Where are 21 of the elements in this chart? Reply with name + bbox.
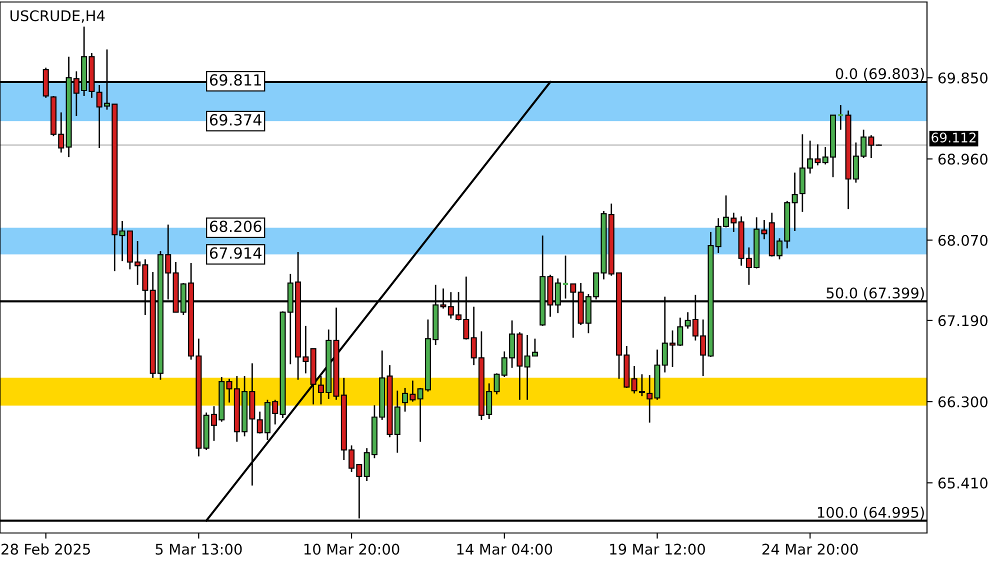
- y-tick-label: 69.850: [938, 72, 988, 84]
- y-tick-label: 65.410: [938, 478, 988, 489]
- annotation: 67.914: [210, 247, 262, 259]
- x-tick-label: 19 Mar 12:00: [610, 544, 705, 555]
- ref-line-label: 0.0 (69.803): [836, 68, 924, 81]
- x-tick-label: 28 Feb 2025: [2, 543, 90, 555]
- y-tick-label: 68.070: [938, 234, 988, 246]
- ref-line-label: 100.0 (64.995): [818, 506, 924, 520]
- y-tick-label: 67.190: [938, 315, 988, 326]
- chart-title: USCRUDE,H4: [10, 10, 105, 23]
- ref-line-label: 50.0 (67.399): [826, 287, 924, 300]
- y-tick-label: 66.300: [938, 396, 988, 408]
- annotation: 69.811: [210, 74, 261, 86]
- y-tick-label: 68.960: [938, 154, 988, 165]
- annotation: 68.206: [210, 220, 262, 232]
- annotation: 69.374: [210, 114, 262, 126]
- x-tick-label: 5 Mar 13:00: [156, 544, 242, 555]
- x-tick-label: 10 Mar 20:00: [304, 544, 400, 555]
- x-tick-label: 24 Mar 20:00: [762, 544, 858, 555]
- x-tick-label: 14 Mar 04:00: [457, 544, 552, 555]
- ref-line-label: 69.112: [932, 132, 976, 143]
